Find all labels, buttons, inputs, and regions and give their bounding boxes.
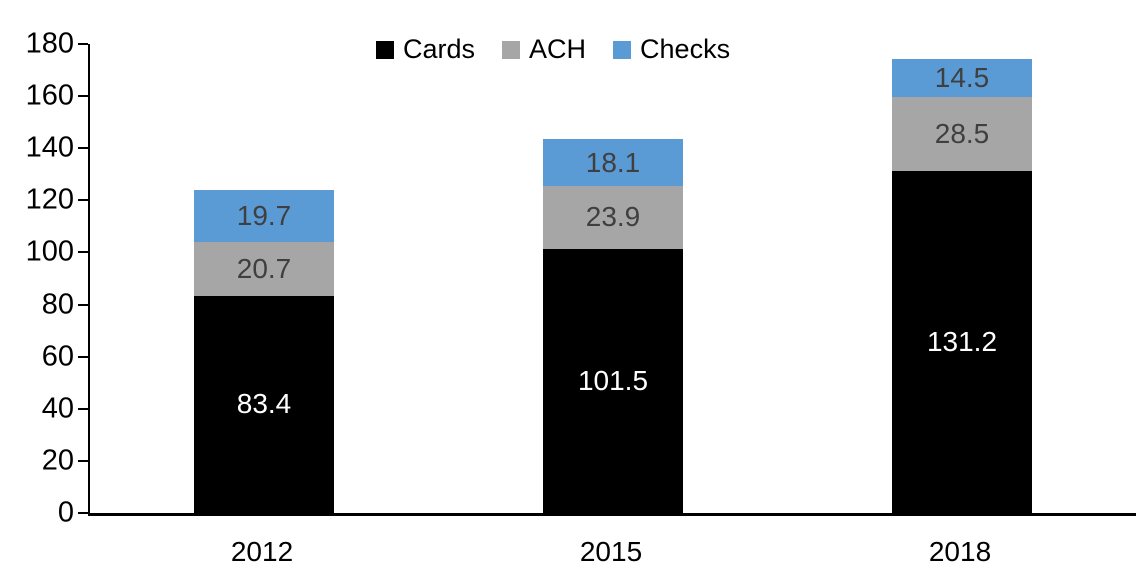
y-axis-labels: 0 20 40 60 80 100 120 140 160 180 [0,29,74,527]
bar-segment-checks-2015: 18.1 [543,139,683,187]
bar-segment-ach-2015: 23.9 [543,186,683,249]
y-axis-tick-label: 160 [25,79,74,112]
data-label: 83.4 [236,388,292,420]
legend-item-checks: Checks [613,36,730,63]
y-axis-tick [78,356,88,358]
legend-label: Checks [640,34,731,64]
bar-2012: 83.4 20.7 19.7 [194,190,334,513]
data-label: 20.7 [236,252,292,284]
bar-segment-ach-2018: 28.5 [892,96,1032,172]
y-axis-tick-label: 40 [41,392,74,425]
x-axis-tick-label: 2018 [928,536,992,567]
bar-2018: 131.2 28.5 14.5 [892,59,1032,513]
legend-item-ach: ACH [502,36,586,63]
legend-item-cards: Cards [376,36,475,63]
y-axis-tick-label: 180 [25,27,74,60]
data-label: 14.5 [934,62,990,94]
bar-segment-checks-2018: 14.5 [892,59,1032,97]
bar-segment-ach-2012: 20.7 [194,241,334,296]
y-axis-tick [78,304,88,306]
y-axis-tick [78,43,88,45]
data-label: 28.5 [934,118,990,150]
data-label: 23.9 [585,201,641,233]
legend-label: Cards [403,34,476,64]
data-label: 18.1 [585,146,641,178]
y-axis-tick [78,408,88,410]
bar-segment-checks-2012: 19.7 [194,190,334,242]
x-axis-labels: 2012 2015 2018 [88,538,1134,578]
legend-label: ACH [529,34,587,64]
x-axis-tick-label: 2012 [230,536,294,567]
data-label: 19.7 [236,200,292,232]
legend-swatch-cards [376,40,394,59]
data-label: 131.2 [926,326,998,358]
chart-legend: Cards ACH Checks [376,36,730,63]
y-axis-tick [78,251,88,253]
y-axis-tick [78,147,88,149]
y-axis-tick-label: 0 [57,496,74,529]
y-axis-tick-label: 140 [25,131,74,164]
y-axis-tick [78,460,88,462]
y-axis-tick-label: 120 [25,183,74,216]
data-label: 101.5 [577,364,649,396]
y-axis-tick-label: 100 [25,235,74,268]
legend-swatch-ach [502,40,521,59]
y-axis-tick-label: 60 [41,340,74,373]
y-axis-tick [78,512,88,514]
y-axis-tick [78,199,88,201]
y-axis-tick-label: 80 [41,288,74,321]
bar-segment-cards-2018: 131.2 [892,171,1032,513]
x-axis-tick-label: 2015 [579,536,643,567]
bar-2015: 101.5 23.9 18.1 [543,139,683,513]
bar-segment-cards-2012: 83.4 [194,295,334,513]
y-axis-tick-label: 20 [41,444,74,477]
y-axis-tick [78,95,88,97]
plot-area: 83.4 20.7 19.7 101.5 23.9 18.1 131.2 28.5 14.5 [78,43,1136,516]
bar-segment-cards-2015: 101.5 [543,248,683,513]
legend-swatch-checks [613,40,632,59]
